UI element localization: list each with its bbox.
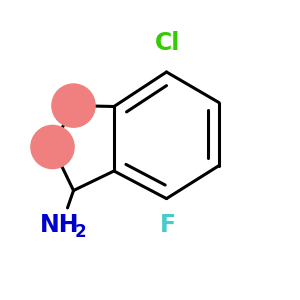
Circle shape [52,84,95,127]
Text: 2: 2 [75,223,86,241]
Text: F: F [160,213,176,237]
Text: Cl: Cl [155,32,181,56]
Text: NH: NH [40,213,80,237]
Circle shape [31,125,74,169]
